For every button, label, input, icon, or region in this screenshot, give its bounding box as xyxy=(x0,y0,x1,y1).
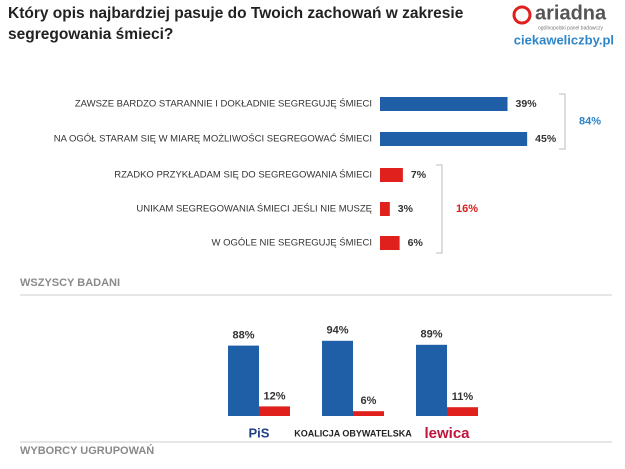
bar xyxy=(228,345,259,416)
bar xyxy=(380,97,508,111)
bar xyxy=(353,411,384,416)
bar xyxy=(380,236,400,250)
value-label: 89% xyxy=(420,329,442,341)
category-label: UNIKAM SEGREGOWANIA ŚMIECI JEŚLI NIE MUS… xyxy=(136,203,372,215)
category-label: ZAWSZE BARDZO STARANNIE I DOKŁADNIE SEGR… xyxy=(75,98,372,110)
website: ciekaweliczby.pl xyxy=(514,32,614,47)
value-label: 94% xyxy=(326,325,348,337)
bar xyxy=(380,202,390,216)
group-total: 16% xyxy=(456,203,478,215)
category-label: NA OGÓŁ STARAM SIĘ W MIARĘ MOŻLIWOŚCI SE… xyxy=(54,133,372,145)
value-label: 3% xyxy=(398,203,414,215)
value-label: 39% xyxy=(516,98,538,110)
bracket xyxy=(436,164,443,254)
party-label: KOALICJA OBYWATELSKA xyxy=(294,428,412,438)
value-label: 12% xyxy=(263,390,285,402)
value-label: 88% xyxy=(232,330,254,342)
category-label: W OGÓLE NIE SEGREGUJĘ ŚMIECI xyxy=(212,237,372,249)
value-label: 11% xyxy=(452,391,474,403)
bar xyxy=(322,340,353,416)
title: Który opis najbardziej pasuje do Twoich … xyxy=(8,5,464,43)
party-label: PiS xyxy=(249,425,270,440)
value-label: 6% xyxy=(408,237,424,249)
bar xyxy=(259,406,290,416)
value-label: 6% xyxy=(361,395,377,407)
logo-tagline: ogólnopolski panel badawczy xyxy=(538,25,604,31)
party-label: lewica xyxy=(424,425,470,442)
section-label: WSZYSCY BADANI xyxy=(20,277,120,289)
category-label: RZADKO PRZYKŁADAM SIĘ DO SEGREGOWANIA ŚM… xyxy=(114,169,372,181)
value-label: 7% xyxy=(411,169,427,181)
bar xyxy=(416,344,447,416)
value-label: 45% xyxy=(535,133,557,145)
bracket xyxy=(559,93,566,150)
logo: ariadna xyxy=(535,2,607,24)
bar xyxy=(380,132,528,146)
section-label: WYBORCY UGRUPOWAŃ xyxy=(20,444,154,457)
logo-icon xyxy=(512,5,532,25)
bar xyxy=(447,407,478,416)
bar xyxy=(380,168,403,182)
group-total: 84% xyxy=(579,115,601,127)
